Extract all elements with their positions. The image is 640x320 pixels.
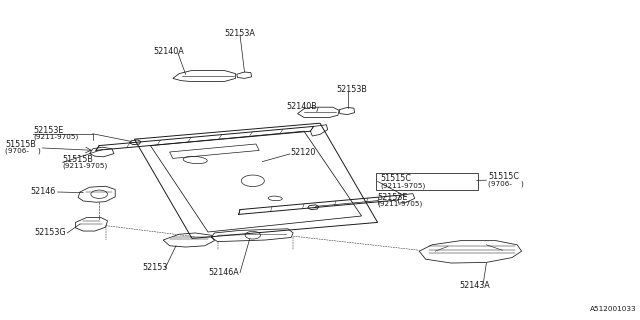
Text: 51515C: 51515C xyxy=(381,174,412,183)
Text: (9211-9705): (9211-9705) xyxy=(381,182,426,189)
Text: 52140A: 52140A xyxy=(154,47,184,56)
Text: 51515B: 51515B xyxy=(5,140,36,149)
Text: (9706-    ): (9706- ) xyxy=(5,148,41,154)
Text: (9211-9705): (9211-9705) xyxy=(378,201,423,207)
Text: 52153G: 52153G xyxy=(34,228,65,237)
Text: 51515B: 51515B xyxy=(63,155,93,164)
Text: (9211-9705): (9211-9705) xyxy=(33,134,79,140)
Text: 52153B: 52153B xyxy=(336,85,367,94)
Text: 52140B: 52140B xyxy=(287,102,317,111)
Text: 52153E: 52153E xyxy=(33,126,63,135)
Text: 51515C: 51515C xyxy=(488,172,519,181)
Text: A512001033: A512001033 xyxy=(590,306,637,312)
Text: 52120: 52120 xyxy=(290,148,316,157)
Text: (9706-    ): (9706- ) xyxy=(488,180,524,187)
Text: 52153A: 52153A xyxy=(224,29,255,38)
Text: 52146: 52146 xyxy=(31,187,56,196)
Text: 52153: 52153 xyxy=(143,263,168,272)
Text: (9211-9705): (9211-9705) xyxy=(63,162,108,169)
Text: 52143A: 52143A xyxy=(460,281,490,290)
Text: 52146A: 52146A xyxy=(208,268,239,277)
Text: 52153E: 52153E xyxy=(378,193,408,202)
